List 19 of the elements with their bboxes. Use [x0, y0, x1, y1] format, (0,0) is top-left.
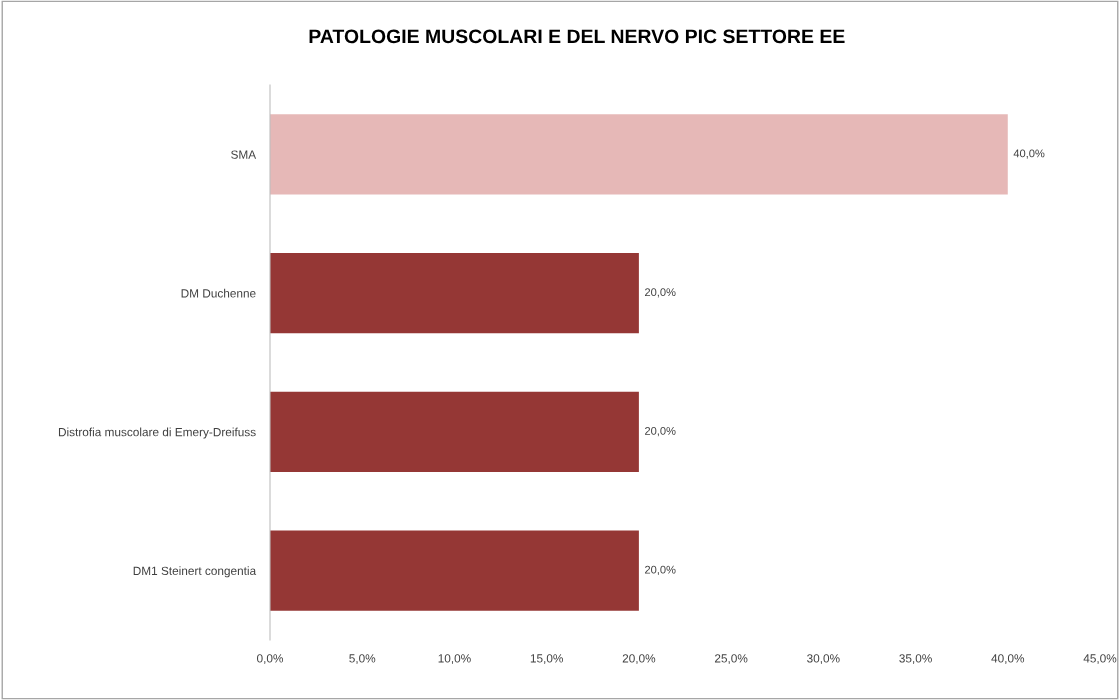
x-tick-label: 40,0% [991, 654, 1025, 664]
y-tick-label: Distrofia muscolare di Emery-Dreifuss [58, 427, 256, 439]
x-tick-label: 35,0% [899, 654, 932, 664]
data-label: 40,0% [1013, 149, 1045, 159]
x-tick-label: 30,0% [807, 654, 840, 664]
y-tick-label: DM1 Steinert congentia [133, 566, 257, 578]
chart-title: PATOLOGIE MUSCOLARI E DEL NERVO PIC SETTORE EE [309, 29, 845, 44]
x-tick-label: 0,0% [257, 654, 284, 664]
x-tick-label: 5,0% [349, 654, 376, 664]
x-tick-label: 15,0% [530, 654, 563, 664]
x-tick-label: 10,0% [438, 654, 471, 664]
x-tick-label: 25,0% [714, 654, 748, 664]
y-tick-label: SMA [231, 150, 257, 159]
data-label: 20,0% [645, 426, 676, 437]
y-tick-label: DM Duchenne [181, 288, 256, 298]
data-label: 20,0% [645, 288, 676, 298]
data-label: 20,0% [645, 565, 676, 575]
x-tick-label: 45,0% [1083, 654, 1117, 664]
x-tick-label: 20,0% [622, 654, 656, 664]
